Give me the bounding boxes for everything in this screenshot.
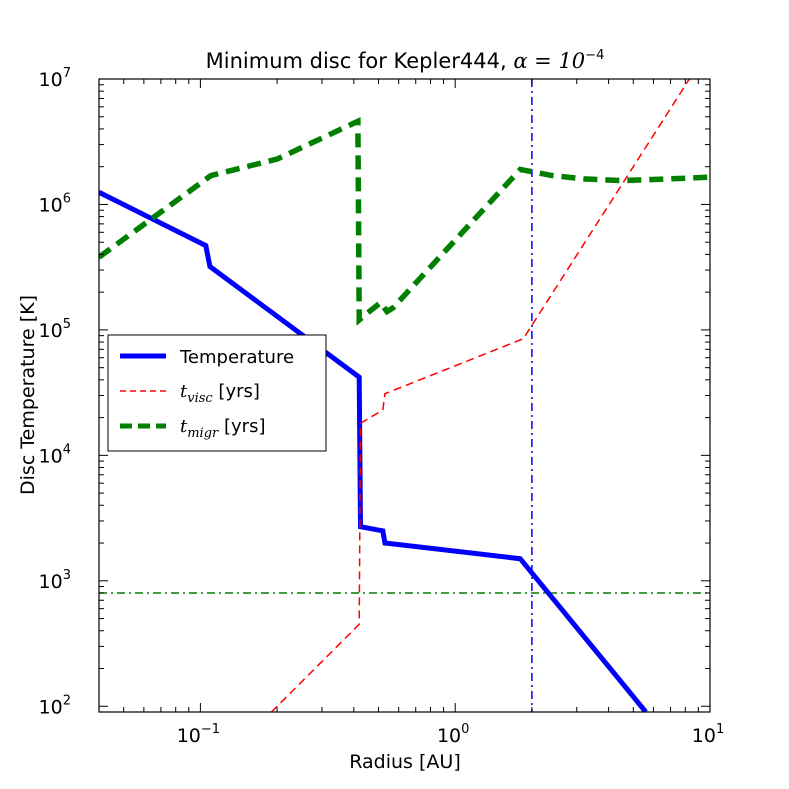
legend-label-tmigr: tmigr [yrs]: [180, 416, 265, 441]
x-tick-label: 100: [437, 722, 469, 747]
y-tick-label: 106: [39, 191, 71, 216]
y-tick-label: 107: [39, 66, 71, 91]
chart-title: Minimum disc for Kepler444, α = 10−4: [206, 48, 605, 73]
y-tick-label: 103: [39, 568, 71, 593]
legend-label-tvisc: tvisc [yrs]: [180, 381, 260, 406]
series-t-visc-yrs: [270, 79, 691, 712]
y-tick-label: 104: [39, 442, 71, 467]
x-tick-label: 10−1: [177, 722, 220, 747]
x-axis-label: Radius [AU]: [349, 751, 460, 773]
legend: Temperature tvisc [yrs] tmigr [yrs]: [107, 334, 327, 452]
y-tick-label: 102: [39, 693, 71, 718]
x-tick-label: 101: [692, 722, 724, 747]
y-tick-label: 105: [39, 317, 71, 342]
series-t-migr-yrs: [99, 117, 710, 326]
y-axis-label: Disc Temperature [K]: [17, 295, 39, 495]
legend-label-temperature: Temperature: [179, 347, 294, 368]
